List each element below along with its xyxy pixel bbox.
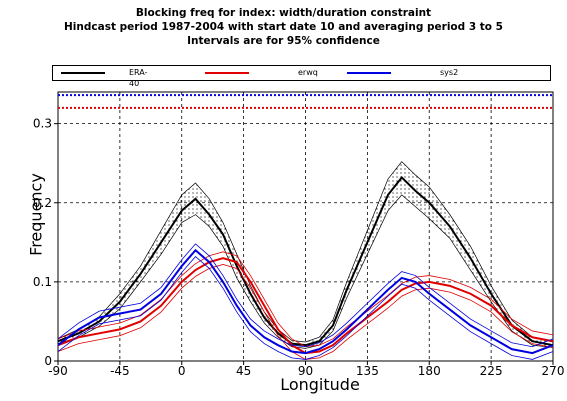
chart-subtitle-confidence: Intervals are for 95% confidence xyxy=(187,35,380,47)
era40-lower-bound-line xyxy=(57,194,554,349)
legend-label-era40: ERA-40 xyxy=(129,68,148,88)
chart-subtitle: Hindcast period 1987-2004 with start dat… xyxy=(64,21,503,33)
sys2-series-line xyxy=(57,248,554,355)
x-axis-label: Longitude xyxy=(280,375,360,394)
y-tick-label: 0.3 xyxy=(33,117,52,131)
legend-swatch-era40 xyxy=(61,72,105,74)
era40-confidence-band xyxy=(58,161,553,349)
erwq-series-line xyxy=(57,257,554,355)
legend-label-erwq: erwq xyxy=(298,68,318,77)
legend-label-sys2: sys2 xyxy=(440,68,459,77)
x-tick-label: 0 xyxy=(178,364,186,378)
chart-legend: ERA-40 erwq sys2 xyxy=(52,65,551,88)
erwq-interval-line xyxy=(57,251,554,348)
x-tick-label: -90 xyxy=(48,364,68,378)
chart-title: Blocking freq for index: width/duration … xyxy=(135,7,432,19)
sys2-interval-line xyxy=(57,243,554,348)
y-axis-label: Frequency xyxy=(26,173,46,256)
y-tick-label: 0.1 xyxy=(33,275,52,289)
y-tick-label: 0.2 xyxy=(33,196,52,210)
legend-swatch-erwq xyxy=(205,72,249,74)
y-tick-label: 0 xyxy=(44,354,52,368)
chart-titles: Blocking freq for index: width/duration … xyxy=(0,6,567,48)
x-tick-label: 90 xyxy=(298,364,313,378)
era40-series-line xyxy=(57,175,554,347)
legend-swatch-sys2 xyxy=(347,72,391,74)
x-tick-label: 270 xyxy=(542,364,565,378)
x-tick-label: -45 xyxy=(110,364,130,378)
x-tick-label: 225 xyxy=(480,364,503,378)
era40-upper-bound-line xyxy=(57,161,554,343)
erwq-interval-line xyxy=(57,264,554,360)
x-tick-label: 45 xyxy=(236,364,251,378)
x-tick-label: 135 xyxy=(356,364,379,378)
x-tick-label: 180 xyxy=(418,364,441,378)
sys2-interval-line xyxy=(57,256,554,360)
